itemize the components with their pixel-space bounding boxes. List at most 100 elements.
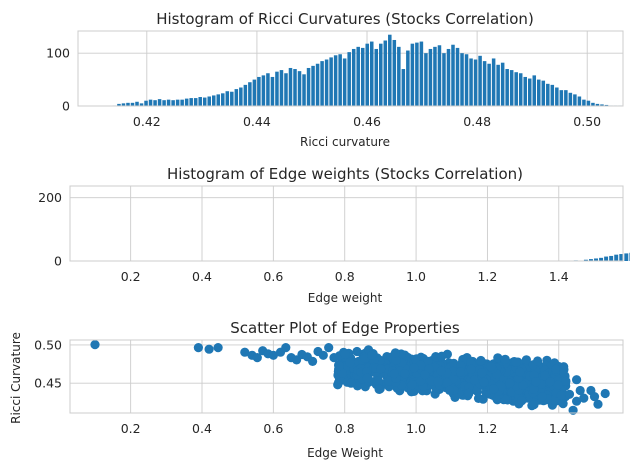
edge-weight-histogram-y-tick-label: 0 — [54, 254, 62, 269]
ricci-histogram-bar — [550, 84, 555, 106]
ricci-histogram-bar — [193, 98, 198, 106]
scatter-point — [346, 378, 356, 388]
ricci-histogram-bar — [243, 84, 248, 106]
scatter-point — [464, 388, 474, 399]
ricci-histogram-bar — [342, 58, 347, 106]
scatter-point — [409, 363, 419, 373]
ricci-histogram-bar — [166, 99, 171, 106]
scatter-point — [324, 343, 334, 353]
scatter-point — [496, 381, 506, 392]
ricci-histogram-bar — [153, 100, 157, 106]
scatter-point — [469, 375, 479, 385]
ricci-histogram-bar — [293, 69, 297, 106]
ricci-histogram-x-ticks: 0.42 0.44 0.46 0.48 0.50 — [133, 114, 601, 129]
scatter-point — [515, 367, 525, 377]
scatter-point — [268, 350, 278, 360]
ricci-histogram-bar — [189, 98, 193, 106]
scatter-point — [477, 368, 487, 378]
ricci-histogram-bar — [460, 53, 464, 106]
ricci-histogram-bar — [419, 41, 424, 107]
scatter-point — [373, 376, 383, 386]
ricci-histogram-bar — [564, 90, 568, 106]
ricci-histogram-bar — [257, 76, 261, 106]
ricci-histogram-bar — [126, 102, 130, 106]
ricci-histogram-bar — [473, 59, 478, 106]
scatter-points — [90, 340, 610, 415]
ricci-histogram-bar — [202, 97, 207, 106]
scatter-point — [352, 346, 362, 357]
scatter-point — [455, 367, 466, 377]
ricci-histogram-bar — [216, 94, 221, 106]
scatter-x-tick-label: 0.2 — [121, 421, 141, 436]
edge-weight-histogram-bar — [609, 255, 614, 261]
ricci-histogram-bar — [356, 46, 360, 106]
ricci-histogram-bar — [397, 46, 401, 106]
ricci-histogram-bar — [306, 67, 311, 106]
edge-weight-histogram-x-tick-label: 0.2 — [121, 269, 141, 284]
scatter-point — [437, 351, 447, 361]
scatter-x-ticks: 0.2 0.4 0.6 0.8 1.0 1.2 1.4 — [121, 421, 569, 436]
ricci-histogram-bar — [546, 83, 550, 106]
ricci-histogram-y-tick-label: 0 — [62, 99, 70, 114]
ricci-histogram-x-tick-label: 0.46 — [353, 114, 381, 129]
scatter-point — [556, 390, 566, 400]
edge-weight-histogram-bar — [614, 254, 619, 261]
scatter-point — [533, 356, 543, 366]
edge-weight-histogram-x-ticks: 0.2 0.4 0.6 0.8 1.0 1.2 1.4 — [121, 269, 569, 284]
scatter-point — [391, 355, 401, 365]
scatter-point — [568, 405, 578, 415]
ricci-histogram-bar — [144, 100, 148, 106]
edge-weight-histogram-y-tick-label: 200 — [38, 190, 62, 205]
ricci-histogram-y-ticks: 0 100 — [46, 46, 70, 114]
ricci-histogram-bar — [415, 42, 419, 106]
ricci-histogram-bar — [487, 63, 491, 106]
scatter-point — [521, 355, 532, 365]
scatter-y-tick-label: 0.45 — [34, 376, 62, 391]
ricci-histogram-bar — [121, 103, 126, 106]
scatter-point — [281, 343, 291, 353]
ricci-histogram-bar — [388, 34, 392, 107]
scatter-frame — [69, 339, 624, 414]
scatter-point — [445, 385, 455, 395]
scatter-point — [407, 380, 417, 390]
ricci-histogram-bar — [478, 55, 482, 106]
edge-weight-histogram-x-tick-label: 1.0 — [406, 269, 426, 284]
scatter-y-ticks: 0.45 0.50 — [34, 337, 62, 390]
scatter-point — [436, 366, 446, 376]
scatter-chart: Scatter Plot of Edge Properties 0.2 0.4 0.… — [9, 319, 624, 460]
edge-weight-histogram-x-tick-label: 1.4 — [549, 269, 569, 284]
ricci-histogram-bar — [500, 62, 505, 106]
ricci-histogram-bar — [374, 48, 379, 106]
scatter-point — [600, 388, 610, 399]
ricci-histogram-bar — [171, 100, 175, 106]
ricci-histogram-bar — [288, 67, 293, 106]
scatter-point — [575, 385, 585, 396]
ricci-histogram-bar — [509, 70, 514, 106]
ricci-histogram-bar — [207, 96, 211, 106]
ricci-histogram-bar — [297, 71, 302, 106]
ricci-histogram-bar — [577, 96, 582, 106]
ricci-histogram-bar — [491, 58, 496, 106]
edge-weight-histogram-y-ticks: 0 200 — [38, 190, 62, 268]
scatter-point — [362, 373, 372, 383]
ricci-histogram-bar — [162, 100, 166, 106]
scatter-point — [558, 399, 568, 409]
scatter-point — [240, 347, 250, 357]
edge-weight-histogram-x-tick-label: 0.4 — [192, 269, 212, 284]
scatter-point — [500, 354, 510, 364]
scatter-title: Scatter Plot of Edge Properties — [230, 319, 460, 337]
scatter-xlabel: Edge Weight — [307, 446, 383, 460]
ricci-histogram-bar — [437, 45, 442, 106]
ricci-histogram-x-tick-label: 0.50 — [573, 114, 601, 129]
ricci-histogram-bar — [505, 69, 509, 106]
scatter-point — [466, 364, 476, 374]
scatter-point — [389, 369, 399, 379]
ricci-histogram-bar — [582, 99, 586, 106]
scatter-point — [551, 364, 561, 374]
scatter-point — [589, 392, 600, 402]
ricci-histogram-bar — [482, 61, 487, 106]
scatter-point — [540, 370, 550, 381]
edge-weight-histogram-frame — [69, 185, 624, 262]
scatter-x-tick-label: 1.0 — [406, 421, 426, 436]
